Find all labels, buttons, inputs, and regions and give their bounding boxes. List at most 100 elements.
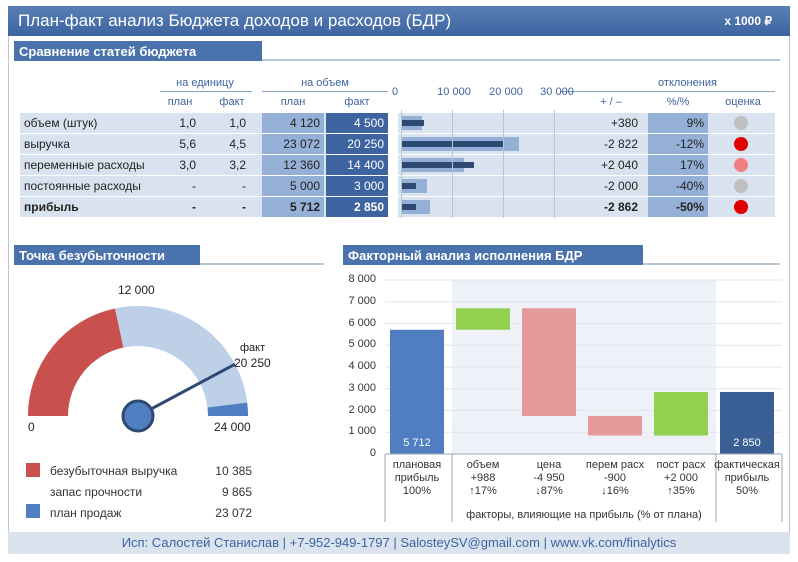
legend-plan-value: 23 072 [215,506,252,520]
row-bar-fact [401,204,416,210]
row-vol-fact: 20 250 [326,134,388,154]
breakeven-section-title: Точка безубыточности [14,245,200,265]
col-vol-plan: план [280,96,306,108]
group-volume-rule [262,91,388,92]
axis-tick-20000: 20 000 [489,86,523,98]
legend-plan-swatch [26,504,40,518]
footer-contacts: Исп: Салостей Станислав | +7-952-949-179… [8,532,790,554]
factor-bar-label: 5 712 [403,437,431,449]
row-unit-fact: 1,0 [229,116,246,130]
row-rating-dot [734,158,748,172]
legend-breakeven-swatch [26,463,40,477]
row-name: постоянные расходы [24,179,141,193]
row-vol-plan: 12 360 [262,155,324,175]
row-pct: -12% [675,137,704,151]
row-pct-bg-1 [648,134,708,154]
row-pct-bg-2 [648,155,708,175]
row-pct: 9% [686,116,704,130]
factor-y-tick: 6 000 [348,316,376,329]
budget-section-rule [262,59,780,61]
row-vol-plan: 4 120 [262,113,324,133]
row-axis-gridline [503,110,504,218]
factor-bar-4 [654,392,708,436]
factor-bar-1 [456,308,510,330]
row-name: переменные расходы [24,158,145,172]
gauge-label-max: 24 000 [214,420,251,434]
row-unit-fact: - [242,179,246,193]
row-name: объем (штук) [24,116,98,130]
group-per-unit: на единицу [176,77,234,89]
row-unit-fact: 3,2 [229,158,246,172]
row-name: выручка [24,137,70,151]
row-bar-fact [401,120,424,126]
row-rating-dot [734,179,748,193]
row-axis-gridline [554,110,555,218]
axis-tick-0: 0 [392,86,399,98]
row-vol-fact: 4 500 [326,113,388,133]
factor-category-label: перем расх -900 ↓16% [585,459,645,497]
row-unit-plan: 1,0 [179,116,196,130]
row-axis-gridline [401,110,402,218]
row-rating-dot [734,116,748,130]
factor-y-tick: 4 000 [348,360,376,372]
factor-category-label: цена -4 950 ↓87% [533,459,565,497]
row-pct: -40% [675,179,704,193]
row-unit-fact: - [242,200,246,214]
factor-y-tick: 7 000 [348,294,376,307]
factor-section-title: Факторный анализ исполнения БДР [343,245,643,265]
row-pct-bg-3 [648,176,708,196]
row-name: прибыль [24,200,79,214]
page-title: План-факт анализ Бюджета доходов и расхо… [18,11,452,30]
row-unit-fact: 4,5 [229,137,246,151]
row-bar-fact [401,183,416,189]
breakeven-section-rule [200,263,324,265]
gauge-label-zero: 0 [28,420,35,434]
row-unit-plan: - [192,200,196,214]
group-deviation-rule [560,91,775,92]
legend-plan-label: план продаж [50,506,122,520]
legend-margin-label: запас прочности [50,485,143,499]
factor-caption: факторы, влияющие на прибыль (% от плана… [466,509,702,521]
unit-label: х 1000 ₽ [724,14,772,28]
row-vol-plan: 5 000 [262,176,324,196]
group-per-unit-rule [160,91,252,92]
row-dev: +2 040 [600,158,638,172]
factor-category-label: фактическая прибыль 50% [714,459,780,497]
budget-section-title: Сравнение статей бюджета [14,41,262,61]
title-bar: План-факт анализ Бюджета доходов и расхо… [8,6,790,36]
col-unit-plan: план [167,96,193,108]
factor-category-label: пост расх +2 000 ↑35% [656,459,706,497]
axis-tick-10000: 10 000 [437,86,471,98]
row-vol-fact: 2 850 [326,197,388,217]
row-unit-plan: - [192,179,196,193]
factor-section-rule [643,263,780,265]
factor-y-tick: 8 000 [348,273,376,285]
col-rating: оценка [725,96,761,108]
col-deviation: + / – [600,96,622,108]
row-dev: -2 822 [603,137,638,151]
col-percent: %/% [666,96,690,108]
row-vol-plan: 23 072 [262,134,324,154]
factor-y-tick: 3 000 [348,381,376,394]
row-axis-gridline [452,110,453,218]
row-unit-plan: 5,6 [179,137,196,151]
factor-y-tick: 0 [369,447,376,459]
row-pct-bg-4 [648,197,708,217]
factor-category-label: плановая прибыль 100% [392,459,442,497]
row-vol-fact: 3 000 [326,176,388,196]
row-vol-plan: 5 712 [262,197,324,217]
legend-breakeven-label: безубыточная выручка [50,464,178,478]
legend-margin-value: 9 865 [221,485,252,499]
row-rating-dot [734,137,748,151]
row-pct: 17% [679,158,704,172]
factor-bar-5 [720,392,774,454]
row-vol-fact: 14 400 [326,155,388,175]
factor-bar-3 [588,415,642,436]
row-pct-bg-0 [648,113,708,133]
factor-bar-2 [522,308,576,416]
col-vol-fact: факт [344,96,370,108]
factor-bar-label: 2 850 [733,437,761,449]
axis-tick-30000: 30 000 [540,86,574,98]
gauge-label-fact: факт [240,342,266,354]
